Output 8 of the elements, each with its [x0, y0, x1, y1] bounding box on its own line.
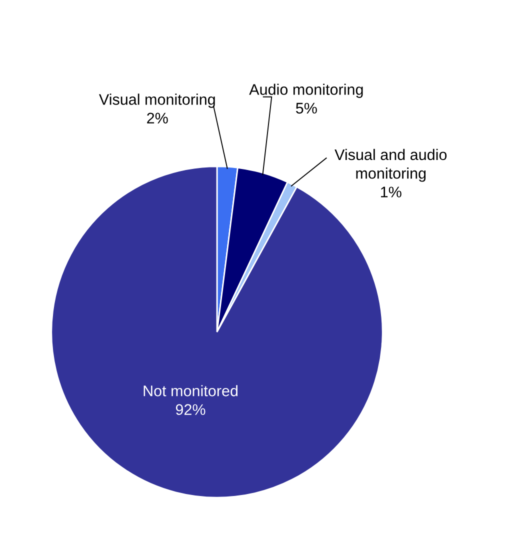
slice-label: Visual monitoring: [98, 94, 215, 108]
data-label: 5%: [296, 102, 317, 114]
slice-label: Visual and audio monitoring: [334, 148, 447, 182]
data-label: 2%: [147, 112, 168, 124]
slice-label: Not monitored: [144, 385, 238, 396]
data-label: 92%: [176, 404, 206, 415]
data-label: 1%: [381, 186, 402, 198]
slice-label: Audio monitoring: [249, 84, 363, 98]
